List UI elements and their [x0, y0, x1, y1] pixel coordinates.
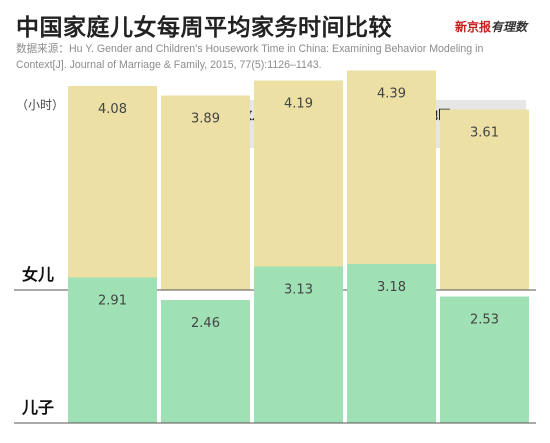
- bar-1-1: [161, 300, 250, 423]
- unit-label: （小时）: [16, 98, 65, 112]
- bar-1-4: [440, 296, 529, 423]
- chart-title: 中国家庭儿女每周平均家务时间比较: [16, 15, 392, 41]
- bar-1-2: [254, 266, 343, 423]
- bar-0-0: [68, 86, 157, 290]
- logo-part1: 新京报: [455, 20, 492, 34]
- data-label-1-0: 2.91: [98, 294, 127, 309]
- bar-1-0: [68, 277, 157, 423]
- publisher-logo: 新京报有理数: [455, 18, 527, 35]
- series-label-1: 儿子: [21, 398, 54, 417]
- data-label-0-1: 3.89: [191, 112, 220, 127]
- bar-0-4: [440, 109, 529, 290]
- data-label-1-4: 2.53: [470, 313, 499, 328]
- data-label-1-1: 2.46: [191, 316, 220, 331]
- bar-0-1: [161, 95, 250, 290]
- data-label-0-3: 4.39: [377, 87, 406, 102]
- data-label-1-2: 3.13: [284, 283, 313, 298]
- bar-0-2: [254, 80, 343, 290]
- data-label-0-0: 4.08: [98, 102, 127, 117]
- bar-1-3: [347, 264, 436, 423]
- logo-part2: 有理数: [491, 20, 528, 34]
- data-label-0-4: 3.61: [470, 126, 499, 141]
- bar-0-3: [347, 70, 436, 290]
- series-label-0: 女儿: [22, 265, 54, 284]
- data-label-1-3: 3.18: [377, 280, 406, 295]
- data-label-0-2: 4.19: [284, 97, 313, 112]
- source-note: 数据来源：Hu Y. Gender and Children's Housewo…: [16, 43, 484, 71]
